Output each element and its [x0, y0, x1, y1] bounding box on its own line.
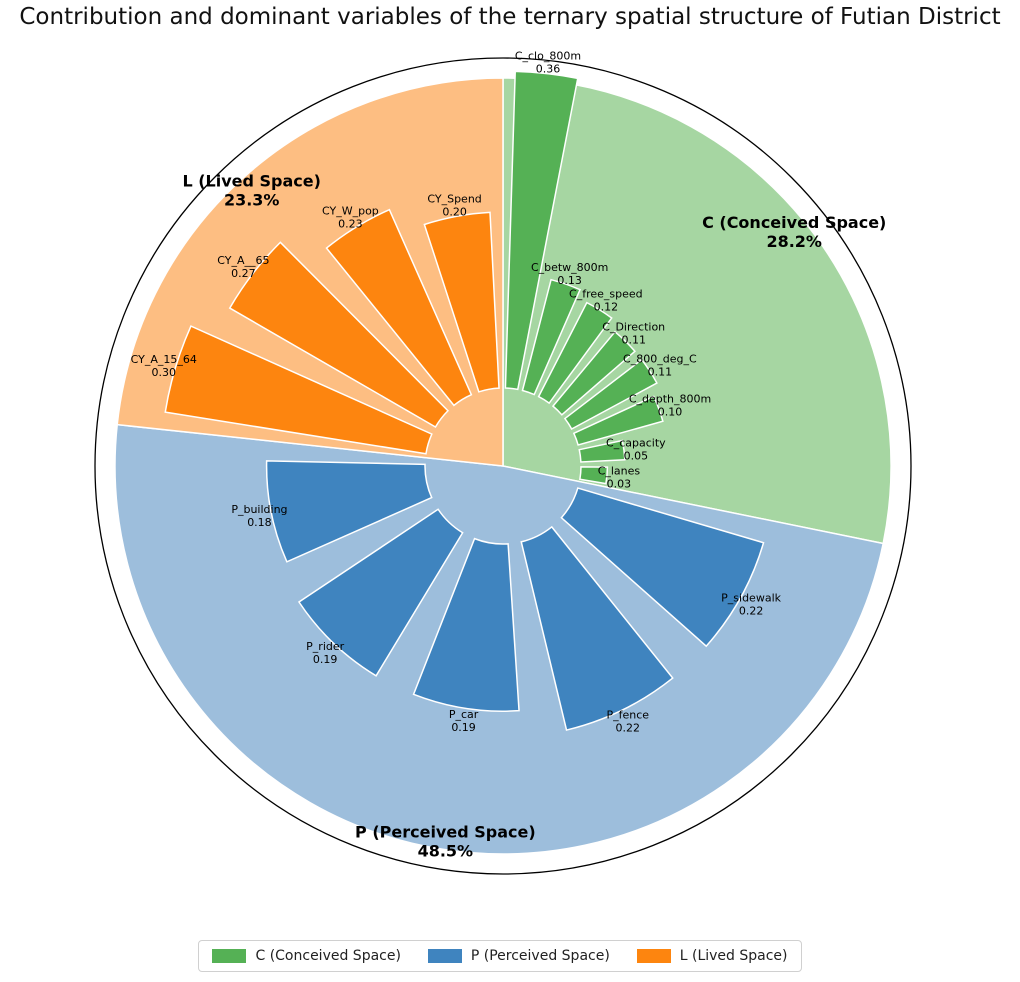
- bar-value-cy-a-15-64: 0.30: [152, 366, 177, 379]
- bar-c-depth-800m: [572, 395, 664, 446]
- legend-item-p: P (Perceived Space): [427, 948, 610, 964]
- bar-c-clo-800m: [504, 70, 579, 391]
- bar-value-p-rider: 0.19: [313, 653, 338, 666]
- bar-c-betw-800m: [521, 278, 582, 396]
- bar-label-p-car: P_car: [449, 708, 479, 721]
- bar-c-800-deg-c: [563, 358, 658, 431]
- legend: C (Conceived Space) P (Perceived Space) …: [198, 940, 802, 972]
- bar-value-c-clo-800m: 0.36: [536, 63, 561, 76]
- bar-value-c-direction: 0.11: [621, 334, 646, 347]
- legend-label-p: P (Perceived Space): [470, 948, 610, 964]
- bar-p-rider: [297, 508, 464, 677]
- bar-label-c-800-deg-c: C_800_deg_C: [623, 353, 697, 366]
- segment-percent-l: 23.3%: [224, 190, 280, 209]
- bar-c-lanes: [579, 466, 609, 485]
- bar-label-cy-a-65: CY_A__65: [217, 254, 269, 267]
- bar-value-c-betw-800m: 0.13: [557, 274, 582, 287]
- bar-value-p-car: 0.19: [451, 721, 476, 734]
- legend-swatch-p: [427, 949, 462, 963]
- bar-cy-spend: [423, 211, 500, 393]
- bar-label-c-lanes: C_lanes: [598, 464, 641, 477]
- bar-label-c-depth-800m: C_depth_800m: [629, 393, 711, 406]
- bar-p-building: [265, 460, 433, 563]
- legend-item-l: L (Lived Space): [636, 948, 788, 964]
- legend-label-l: L (Lived Space): [679, 948, 788, 964]
- bar-value-c-depth-800m: 0.10: [658, 406, 683, 419]
- segment-label-p: P (Perceived Space): [355, 823, 536, 842]
- bar-label-c-capacity: C_capacity: [606, 436, 666, 449]
- bar-p-sidewalk: [560, 487, 765, 648]
- bar-label-c-betw-800m: C_betw_800m: [531, 261, 608, 274]
- legend-item-c: C (Conceived Space): [212, 948, 401, 964]
- bar-label-p-rider: P_rider: [306, 640, 344, 653]
- bar-label-p-building: P_building: [231, 503, 287, 516]
- bar-label-cy-w-pop: CY_W_pop: [322, 205, 379, 218]
- legend-swatch-l: [636, 949, 671, 963]
- bar-value-p-fence: 0.22: [616, 722, 641, 735]
- bar-c-free-speed: [537, 301, 613, 405]
- bar-value-c-800-deg-c: 0.11: [648, 366, 673, 379]
- bar-label-cy-spend: CY_Spend: [427, 192, 481, 205]
- legend-label-c: C (Conceived Space): [255, 948, 401, 964]
- bar-p-fence: [520, 525, 674, 731]
- outer-ring-circle: [94, 57, 912, 875]
- chart-title: Contribution and dominant variables of t…: [19, 4, 1001, 30]
- segment-percent-c: 28.2%: [766, 232, 822, 251]
- outer-ring: [94, 57, 912, 875]
- bar-label-c-clo-800m: C_clo_800m: [515, 50, 581, 63]
- bar-label-p-sidewalk: P_sidewalk: [721, 591, 781, 604]
- bar-label-p-fence: P_fence: [606, 709, 649, 722]
- bar-value-c-free-speed: 0.12: [594, 301, 619, 314]
- bar-value-cy-w-pop: 0.23: [338, 218, 363, 231]
- segment-label-l: L (Lived Space): [182, 171, 320, 190]
- segment-label-c: C (Conceived Space): [702, 213, 886, 232]
- bar-c-capacity: [578, 439, 626, 463]
- bar-cy-a-15-64: [164, 325, 433, 455]
- bar-value-cy-spend: 0.20: [442, 205, 467, 218]
- bar-value-c-capacity: 0.05: [624, 449, 649, 462]
- bar-label-c-direction: C_Direction: [602, 321, 665, 334]
- bar-label-cy-a-15-64: CY_A_15_64: [131, 353, 197, 366]
- bar-cy-w-pop: [325, 208, 473, 407]
- bar-cy-a-65: [228, 241, 450, 428]
- segment-percent-p: 48.5%: [418, 842, 474, 861]
- variable-bars: [164, 70, 765, 731]
- bar-value-c-lanes: 0.03: [607, 477, 632, 490]
- legend-swatch-c: [212, 949, 247, 963]
- bar-value-p-building: 0.18: [247, 516, 272, 529]
- bar-label-c-free-speed: C_free_speed: [569, 288, 643, 301]
- bar-value-cy-a-65: 0.27: [231, 267, 256, 280]
- bar-value-p-sidewalk: 0.22: [739, 604, 764, 617]
- bar-p-car: [412, 537, 520, 712]
- bar-c-direction: [551, 330, 636, 416]
